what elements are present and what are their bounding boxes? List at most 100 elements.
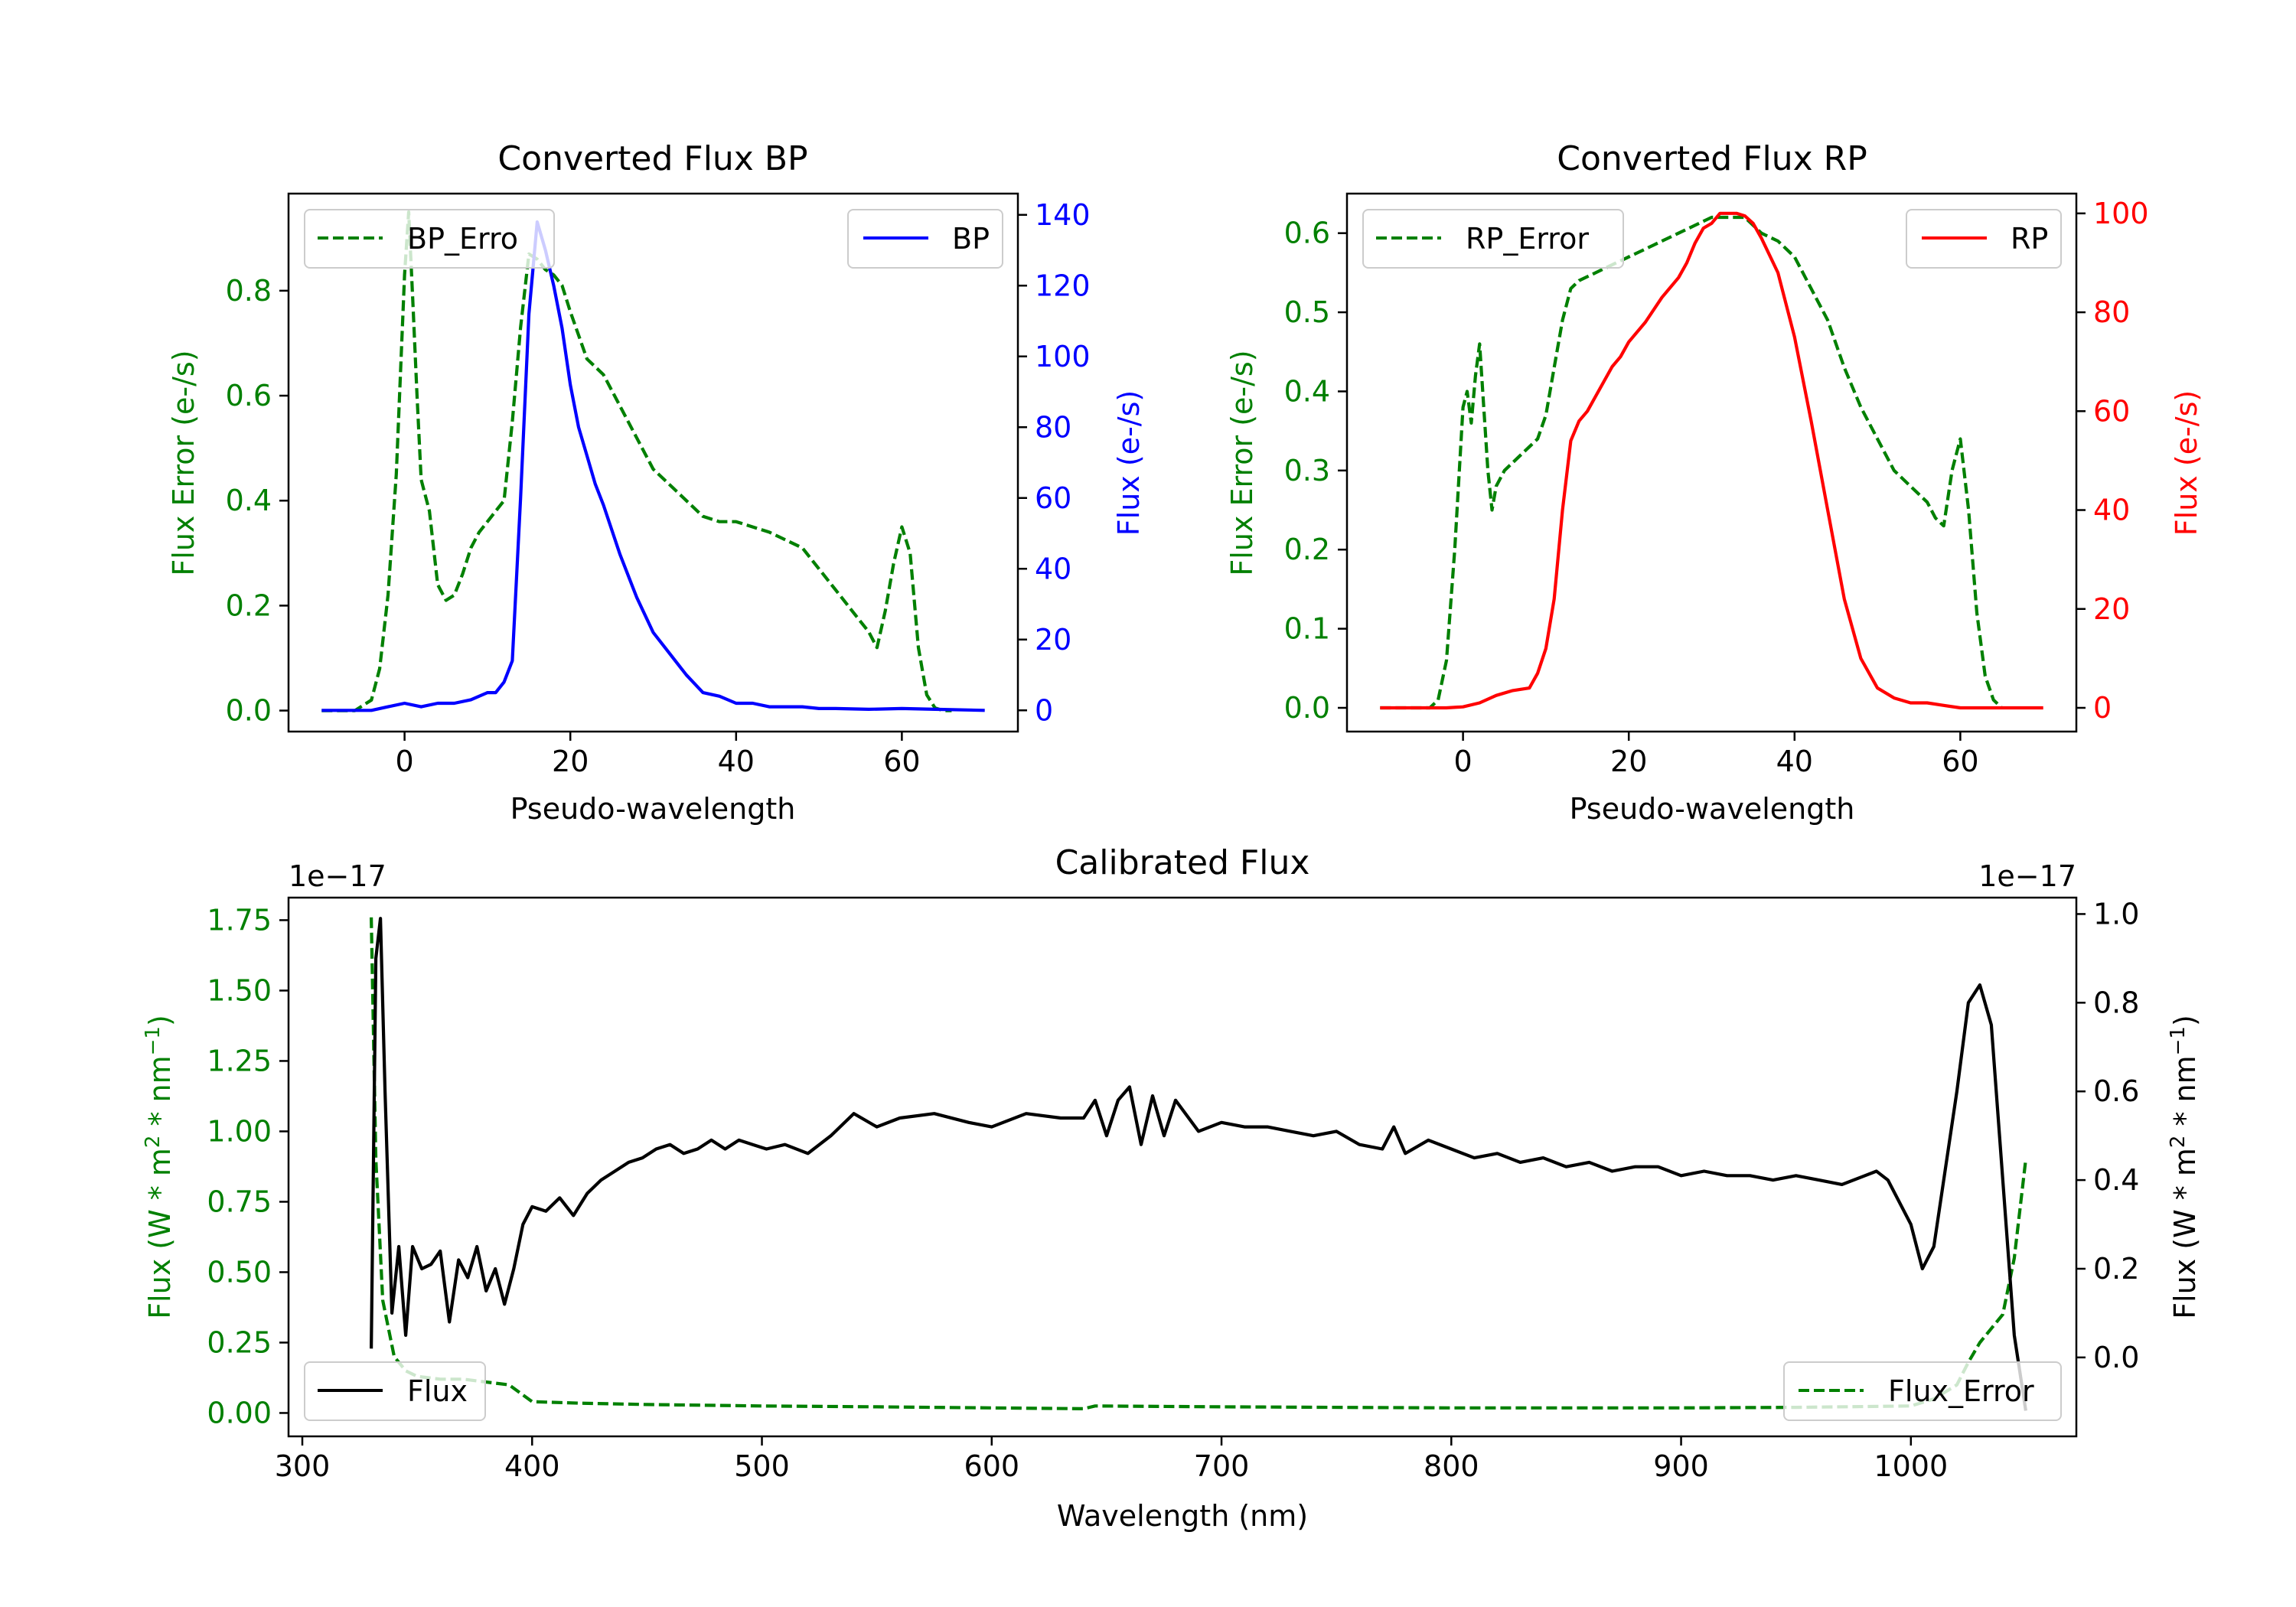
rp-legend-error[interactable]: RP_Error <box>1362 209 1624 269</box>
rp-legend-error-label: RP_Error <box>1466 222 1589 256</box>
cal-left-tick-label: 1.00 <box>207 1114 272 1148</box>
bp-left-tick-label: 0.0 <box>226 694 272 728</box>
rp-series-rp-error-line <box>1380 215 2003 710</box>
bp-left-axis: 0.0 0.2 0.4 0.6 0.8 <box>226 274 289 728</box>
bp-x-tick-label: 60 <box>883 745 920 778</box>
cal-left-label-part-3: ) <box>143 1015 177 1026</box>
cal-x-tick-label: 700 <box>1194 1449 1250 1483</box>
bp-title: Converted Flux BP <box>497 139 807 178</box>
rp-left-axis: 0.0 0.1 0.2 0.3 0.4 0.5 0.6 <box>1284 217 1347 725</box>
rp-left-tick-label: 0.2 <box>1284 533 1330 566</box>
rp-right-axis: 0 20 40 60 80 100 <box>2076 197 2149 725</box>
cal-x-tick-label: 800 <box>1424 1449 1479 1483</box>
cal-right-offset-text: 1e−17 <box>1978 859 2076 893</box>
cal-right-label-part-1: Flux (W * m <box>2168 1148 2202 1319</box>
rp-left-tick-label: 0.4 <box>1284 374 1330 408</box>
rp-right-tick-label: 80 <box>2093 295 2130 329</box>
cal-right-tick-label: 0.8 <box>2093 986 2139 1019</box>
bp-legend-flux[interactable]: BP <box>847 209 1003 269</box>
cal-right-label-sup-2: −1 <box>2167 1026 2190 1055</box>
cal-right-tick-label: 0.0 <box>2093 1341 2139 1374</box>
cal-x-axis-label: Wavelength (nm) <box>1057 1499 1308 1533</box>
cal-x-tick-label: 400 <box>504 1449 560 1483</box>
cal-panel: Calibrated Flux 300 400 500 600 700 800 900 100… <box>142 843 2202 1533</box>
cal-right-label-part-3: ) <box>2168 1015 2202 1026</box>
rp-left-tick-label: 0.1 <box>1284 612 1330 646</box>
rp-x-tick-label: 40 <box>1776 745 1813 778</box>
cal-right-tick-label: 0.6 <box>2093 1074 2139 1108</box>
cal-left-tick-label: 0.25 <box>207 1325 272 1359</box>
bp-right-tick-label: 60 <box>1035 481 1071 515</box>
rp-x-axis: 0 20 40 60 <box>1454 732 1979 778</box>
cal-legend-error[interactable]: Flux_Error <box>1783 1361 2062 1421</box>
bp-series-bp-error-line <box>321 210 952 712</box>
bp-left-tick-label: 0.2 <box>226 588 272 622</box>
cal-x-axis: 300 400 500 600 700 800 900 1000 <box>275 1436 1948 1483</box>
rp-title: Converted Flux RP <box>1557 139 1867 178</box>
cal-legend-flux[interactable]: Flux <box>304 1361 486 1421</box>
bp-x-axis-label: Pseudo-wavelength <box>510 792 796 826</box>
cal-right-axis: 0.0 0.2 0.4 0.6 0.8 1.0 <box>2076 897 2139 1374</box>
bp-right-tick-label: 40 <box>1035 552 1071 585</box>
cal-left-label-sup-2: −1 <box>142 1026 165 1055</box>
rp-right-tick-label: 0 <box>2093 691 2112 725</box>
cal-right-tick-label: 0.2 <box>2093 1252 2139 1286</box>
cal-plot-area <box>370 917 2027 1411</box>
cal-left-tick-label: 0.00 <box>207 1396 272 1429</box>
cal-left-axis-label: Flux (W * m2 * nm−1) <box>142 1015 177 1319</box>
cal-left-label-sup-1: 2 <box>142 1136 165 1149</box>
rp-legend-flux[interactable]: RP <box>1906 209 2062 269</box>
bp-series-bp-line <box>321 220 985 712</box>
rp-right-tick-label: 40 <box>2093 494 2130 527</box>
rp-right-tick-label: 100 <box>2093 197 2149 230</box>
rp-right-tick-label: 60 <box>2093 394 2130 428</box>
bp-right-tick-label: 80 <box>1035 410 1071 444</box>
rp-x-tick-label: 0 <box>1454 745 1473 778</box>
bp-right-tick-label: 20 <box>1035 623 1071 657</box>
cal-frame <box>287 896 2078 1438</box>
cal-x-tick-label: 1000 <box>1874 1449 1948 1483</box>
cal-left-tick-label: 1.25 <box>207 1044 272 1077</box>
bp-right-axis: 0 20 40 60 80 100 120 140 <box>1018 198 1091 727</box>
bp-right-tick-label: 120 <box>1035 269 1091 302</box>
bp-legend-error-label: BP_Erro <box>407 222 518 256</box>
rp-left-tick-label: 0.5 <box>1284 295 1330 329</box>
rp-panel: Converted Flux RP 0 20 40 60 0.00.10.20.30.… <box>1225 139 2203 826</box>
bp-left-tick-label: 0.8 <box>226 274 272 308</box>
rp-right-axis-label: Flux (e-/s) <box>2170 390 2203 536</box>
rp-series-rp-line <box>1380 211 2043 710</box>
bp-left-tick-label: 0.4 <box>226 484 272 517</box>
rp-frame <box>1345 192 2078 733</box>
bp-x-tick-label: 40 <box>718 745 755 778</box>
rp-right-tick-label: 20 <box>2093 592 2130 626</box>
cal-left-label-part-2: * nm <box>143 1055 177 1135</box>
cal-right-label-sup-1: 2 <box>2167 1136 2190 1149</box>
cal-x-tick-label: 500 <box>734 1449 790 1483</box>
cal-legend-flux-box <box>304 1361 486 1421</box>
bp-right-tick-label: 140 <box>1035 198 1091 232</box>
cal-series-flux-line <box>370 917 2027 1411</box>
bp-x-axis: 0 20 40 60 <box>396 732 921 778</box>
rp-left-tick-label: 0.6 <box>1284 217 1330 250</box>
bp-right-tick-label: 100 <box>1035 340 1091 373</box>
rp-x-tick-label: 20 <box>1610 745 1647 778</box>
bp-left-axis-label: Flux Error (e-/s) <box>167 350 201 575</box>
bp-legend-error[interactable]: BP_Erro <box>304 209 555 269</box>
bp-panel: Converted Flux BP 0 20 40 60 0.00.20.40.60.… <box>167 139 1146 826</box>
cal-left-axis: 0.00 0.25 0.50 0.75 1.00 1.25 1.50 1.75 <box>207 903 289 1429</box>
cal-x-tick-label: 900 <box>1653 1449 1709 1483</box>
bp-legend-flux-label: BP <box>952 222 990 256</box>
cal-legend-error-box <box>1783 1361 2062 1421</box>
rp-left-tick-label: 0.0 <box>1284 691 1330 725</box>
cal-right-axis-label: Flux (W * m2 * nm−1) <box>2167 1015 2202 1319</box>
bp-right-axis-label: Flux (e-/s) <box>1112 390 1146 536</box>
cal-right-tick-label: 1.0 <box>2093 897 2139 931</box>
bp-left-tick-label: 0.6 <box>226 379 272 412</box>
cal-left-offset-text: 1e−17 <box>289 859 386 893</box>
bp-plot-area <box>321 210 985 712</box>
rp-legend-error-box <box>1362 209 1624 269</box>
cal-left-tick-label: 0.75 <box>207 1185 272 1218</box>
rp-x-axis-label: Pseudo-wavelength <box>1570 792 1855 826</box>
cal-legend-flux-label: Flux <box>407 1374 468 1408</box>
